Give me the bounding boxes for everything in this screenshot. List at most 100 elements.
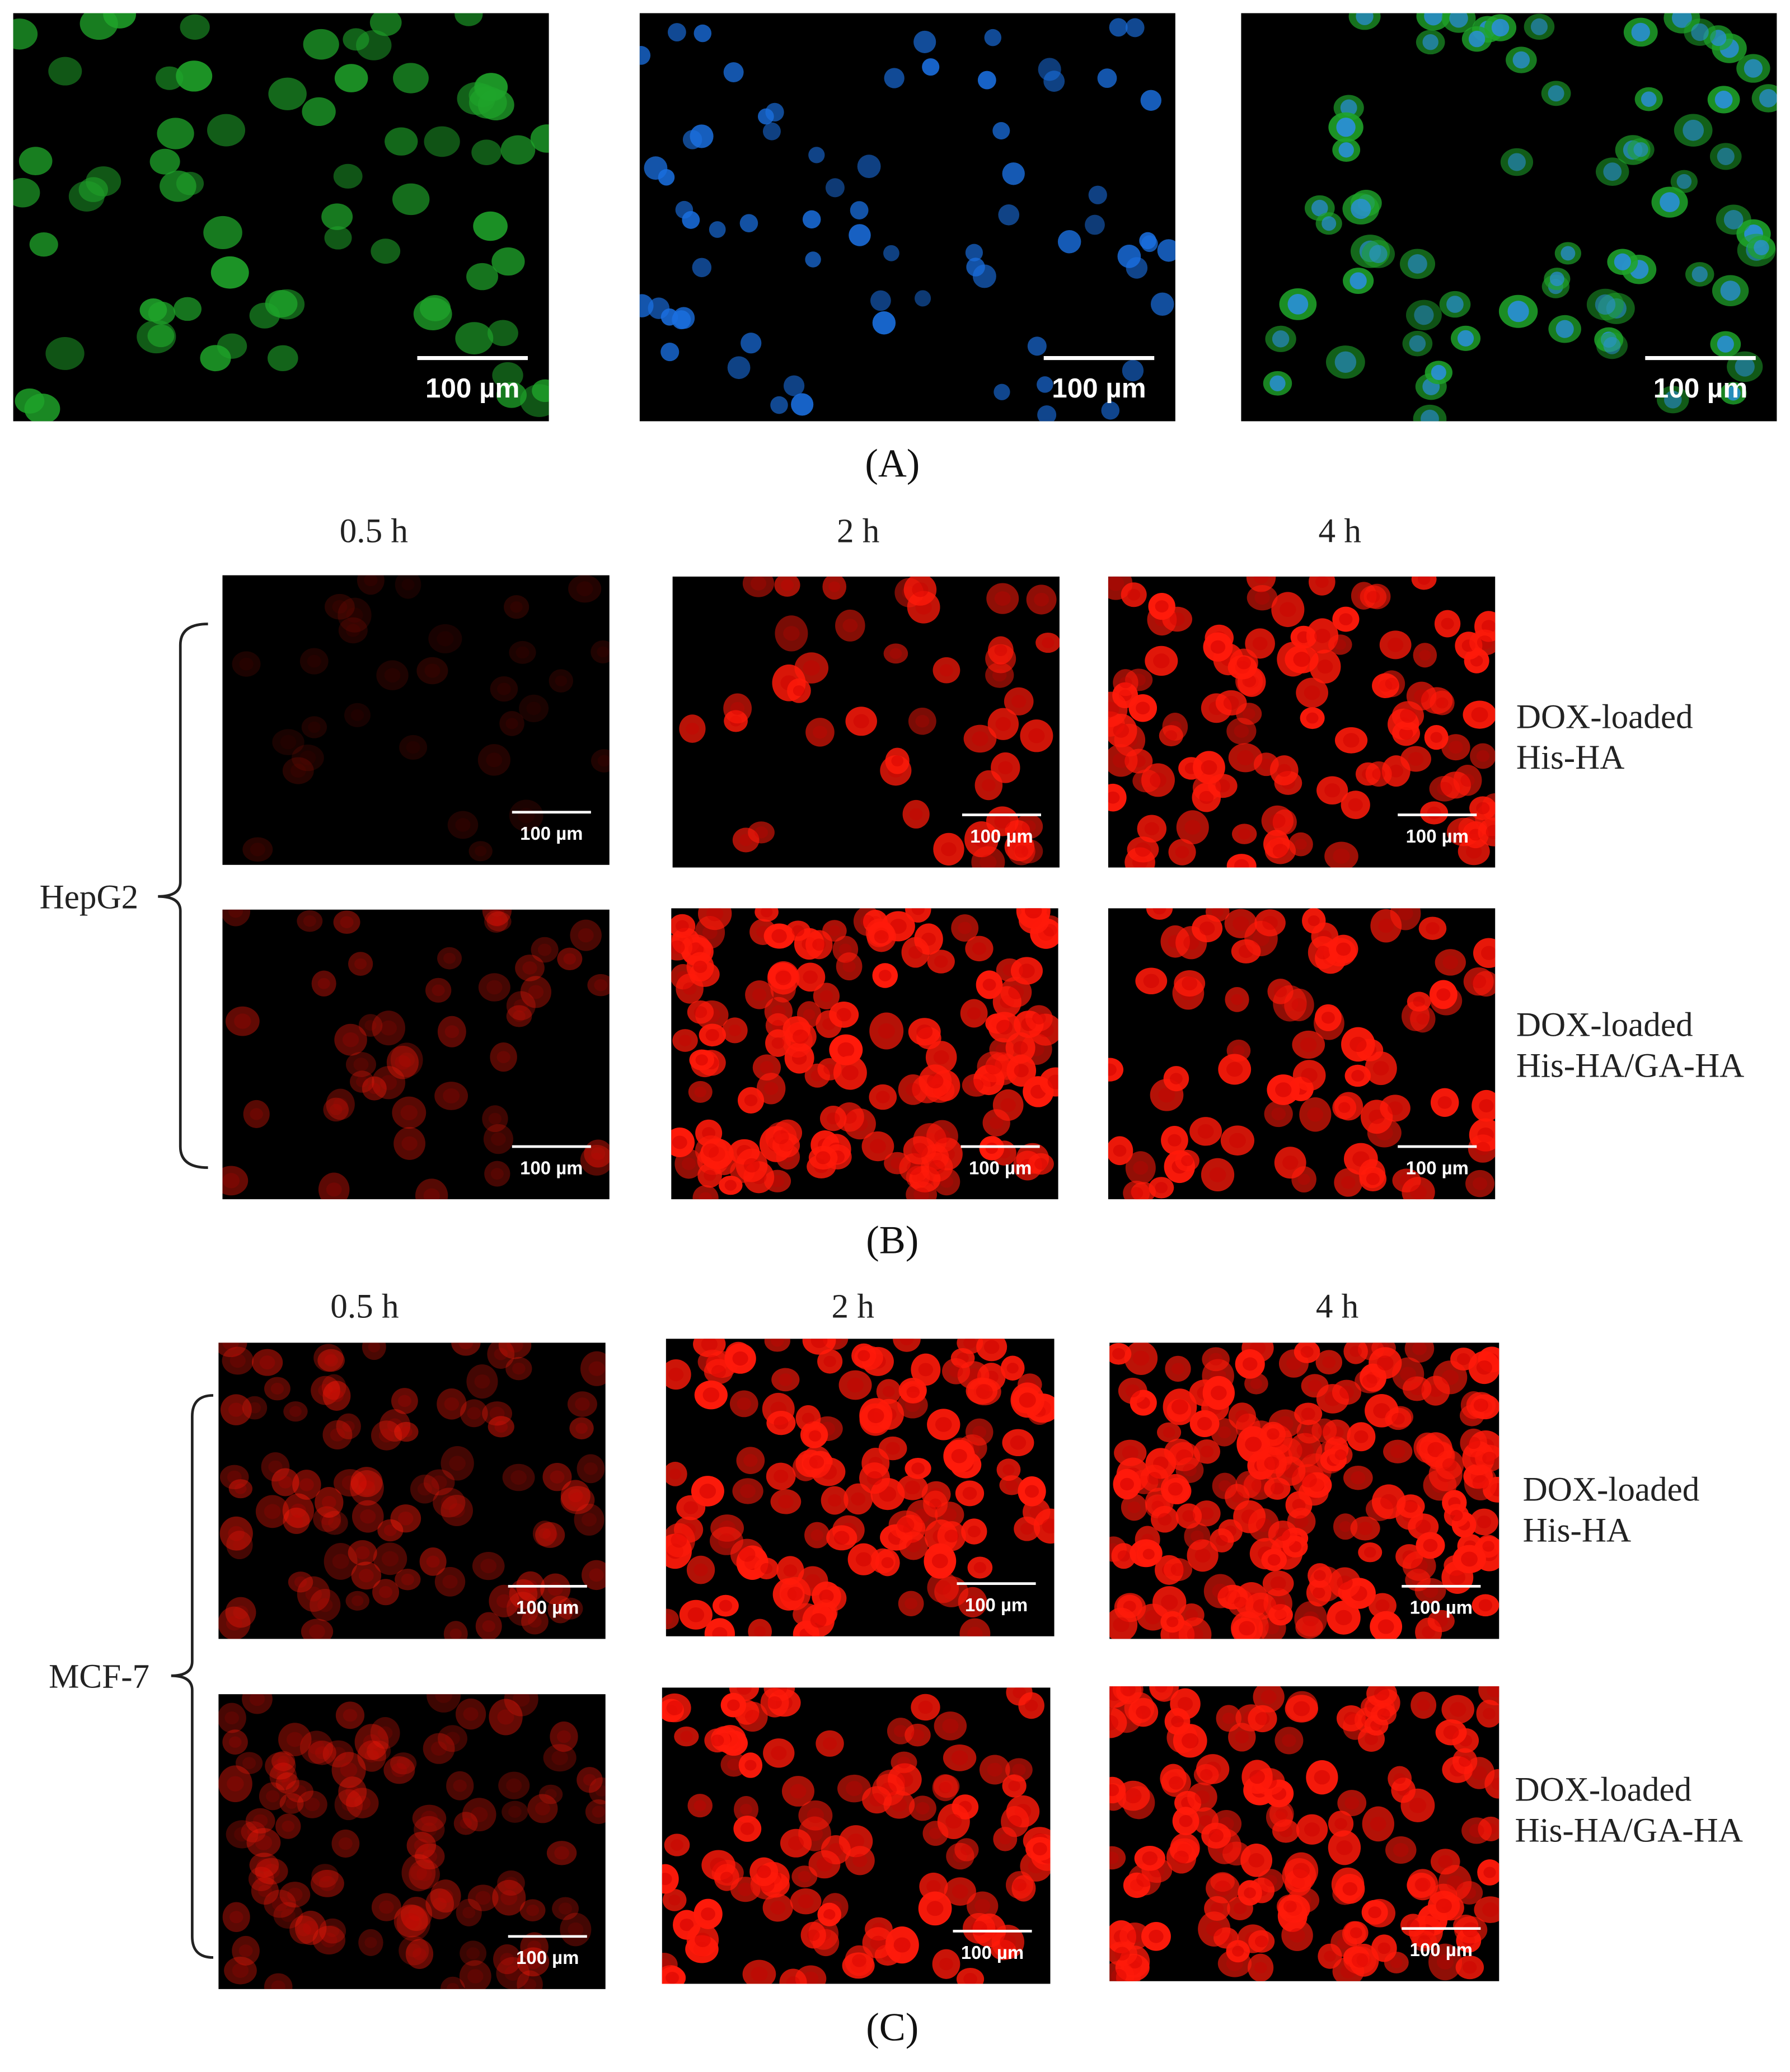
cell [220, 1394, 252, 1425]
nucleus [1222, 1713, 1235, 1724]
cell [1238, 1880, 1262, 1906]
nucleus [1723, 210, 1744, 230]
cell [1302, 908, 1326, 934]
nucleus [591, 1147, 606, 1160]
nucleus [318, 1383, 333, 1397]
nucleus [962, 1486, 977, 1500]
nucleus [1088, 185, 1107, 204]
cell [1420, 801, 1449, 825]
cell [323, 1097, 349, 1122]
nucleus [449, 1628, 462, 1639]
nucleus [989, 1116, 1004, 1129]
nucleus [816, 1151, 831, 1164]
cell [906, 1181, 938, 1200]
cell [425, 977, 452, 1003]
cell [530, 124, 549, 153]
cell [1344, 1921, 1369, 1945]
cell [735, 1148, 768, 1182]
cell [1202, 1347, 1230, 1372]
nucleus [741, 333, 762, 354]
cell [1018, 1476, 1046, 1507]
brace [171, 1394, 214, 1959]
nucleus [282, 1778, 294, 1789]
nucleus [1034, 1158, 1048, 1170]
nucleus [906, 1539, 921, 1552]
nucleus [438, 1889, 453, 1903]
nucleus [751, 1966, 768, 1982]
nucleus [510, 1470, 527, 1485]
nucleus [841, 1065, 859, 1081]
nucleus [500, 1890, 518, 1906]
nucleus [1477, 635, 1493, 649]
cell [765, 1121, 797, 1153]
cell [730, 1538, 764, 1570]
nucleus [1242, 708, 1255, 720]
nucleus [523, 1979, 537, 1989]
cells [666, 1339, 1055, 1636]
cell [1150, 1505, 1179, 1533]
cell [395, 1568, 421, 1591]
cell [1383, 1439, 1413, 1463]
nucleus [1343, 733, 1360, 748]
cell [385, 127, 418, 156]
nucleus [355, 1076, 368, 1087]
nucleus [1561, 246, 1576, 261]
cell [310, 1869, 344, 1897]
nucleus [1111, 1969, 1127, 1981]
nucleus [1416, 1013, 1430, 1025]
nucleus [328, 1517, 341, 1529]
cell [218, 1606, 251, 1639]
cell [504, 595, 529, 619]
cell [312, 1925, 346, 1955]
nucleus [756, 1865, 771, 1878]
nucleus [705, 1028, 719, 1041]
nucleus [1272, 330, 1290, 348]
nucleus [872, 311, 896, 335]
nucleus [482, 1620, 495, 1633]
cell [271, 1751, 296, 1771]
nucleus [802, 1412, 815, 1424]
micrograph: 100 µm [1109, 1686, 1500, 1981]
cell [268, 77, 307, 110]
cell [745, 980, 774, 1009]
nucleus [346, 607, 363, 623]
cell [242, 837, 273, 862]
nucleus [982, 979, 996, 991]
cell [1020, 719, 1053, 752]
nucleus [1456, 1353, 1470, 1365]
nucleus [408, 1906, 424, 1921]
nucleus [812, 938, 826, 951]
row-label: His-HA [1516, 739, 1625, 777]
nucleus [321, 1351, 336, 1365]
nucleus [939, 664, 954, 677]
nucleus [945, 1814, 962, 1829]
cell [176, 171, 204, 195]
cell [689, 1049, 715, 1071]
nucleus [268, 1460, 283, 1474]
cell [447, 811, 479, 839]
cell [800, 1921, 826, 1949]
cell [1311, 1418, 1337, 1443]
cell [1201, 1158, 1235, 1192]
cell [1220, 1125, 1255, 1156]
micrograph: 100 µm [1108, 576, 1496, 868]
cell [959, 1618, 991, 1636]
nucleus [426, 1555, 440, 1568]
cell [756, 1073, 786, 1105]
nucleus [1233, 1902, 1247, 1915]
cell [771, 1368, 800, 1392]
nucleus [1032, 1012, 1046, 1025]
nucleus [712, 1627, 728, 1636]
nucleus [805, 1574, 821, 1588]
nucleus [234, 1827, 250, 1842]
micrograph: 100 µm [1109, 1343, 1500, 1639]
nucleus [1254, 1962, 1267, 1974]
cell [1166, 1841, 1197, 1874]
nucleus [227, 1776, 244, 1792]
nucleus [1441, 1369, 1459, 1385]
cell [1477, 1859, 1500, 1886]
nucleus [1108, 576, 1124, 591]
cell [1128, 694, 1158, 722]
nucleus [542, 1528, 557, 1542]
cell [345, 1591, 370, 1611]
